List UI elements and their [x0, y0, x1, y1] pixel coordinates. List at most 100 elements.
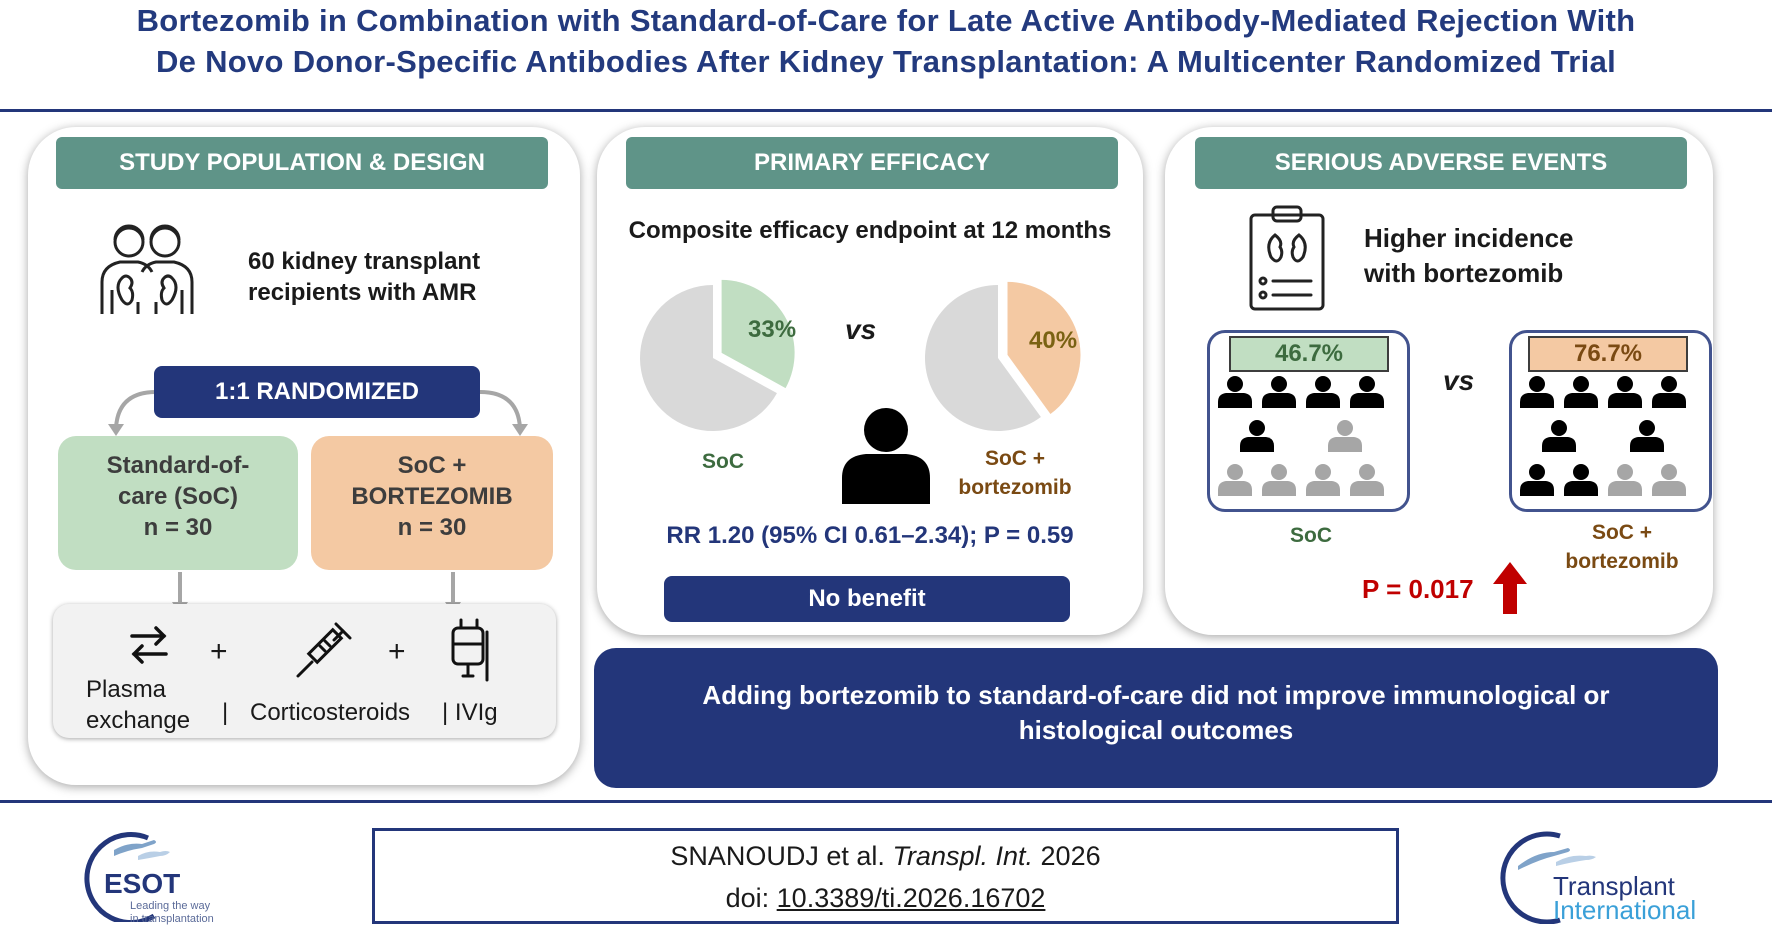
btz-sae-caption-line-1: SoC +	[1591, 521, 1653, 544]
btz-pie-slice-rest	[925, 285, 1041, 431]
soc-sae-caption: SoC	[1290, 524, 1332, 547]
citation-year: 2026	[1040, 841, 1101, 871]
person-icon	[1520, 376, 1554, 408]
citation-box: SNANOUDJ et al. Transpl. Int. 2026 doi: …	[372, 828, 1399, 924]
soc-arm-box: Standard-of- care (SoC) n = 30	[58, 436, 298, 570]
design-header: STUDY POPULATION & DESIGN	[56, 137, 548, 189]
incidence-line-1: Higher incidence	[1364, 223, 1574, 253]
population-text: 60 kidney transplant recipients with AMR	[248, 246, 548, 308]
higher-incidence-text: Higher incidence with bortezomib	[1364, 221, 1574, 291]
btz-pie-chart	[925, 281, 1081, 431]
btz-pie-slice-40	[1007, 281, 1081, 414]
btz-sae-badge: 76.7%	[1528, 336, 1688, 372]
safety-vs: vs	[1443, 365, 1475, 396]
population-line-1: 60 kidney transplant	[248, 248, 481, 275]
soc-arm-line-2: care (SoC)	[117, 483, 239, 510]
person-icon	[1652, 464, 1686, 496]
person-icon	[842, 408, 930, 504]
top-divider	[0, 109, 1772, 112]
syringe-icon	[296, 622, 352, 678]
plasma-line-2: exchange	[86, 707, 191, 734]
separator-1: |	[222, 699, 229, 726]
btz-caption-line-1: SoC +	[984, 447, 1046, 470]
title-line-2: De Novo Donor-Specific Antibodies After …	[155, 44, 1617, 79]
person-icon	[1608, 376, 1642, 408]
patients-kidney-icon	[100, 224, 194, 314]
person-icon	[1630, 420, 1664, 452]
citation-journal: Transpl. Int.	[892, 841, 1034, 871]
population-line-2: recipients with AMR	[248, 279, 477, 306]
person-icon	[1218, 376, 1252, 408]
corticosteroids-label: Corticosteroids	[250, 699, 411, 726]
soc-pie-slice-33	[721, 279, 795, 389]
ti-line-2: International	[1553, 895, 1697, 925]
soc-pie-label: 33%	[748, 316, 797, 343]
person-icon	[1520, 464, 1554, 496]
btz-arm-line-2: BORTEZOMIB	[351, 483, 513, 510]
citation-line: SNANOUDJ et al. Transpl. Int. 2026	[375, 835, 1396, 877]
incidence-line-2: with bortezomib	[1364, 258, 1564, 288]
up-arrow-icon	[1493, 562, 1527, 614]
sae-p-value: P = 0.017	[1362, 574, 1474, 604]
plus-2: +	[388, 635, 406, 668]
efficacy-header: PRIMARY EFFICACY	[626, 137, 1118, 189]
person-icon	[1240, 420, 1274, 452]
transplant-international-logo-icon	[1500, 831, 1596, 924]
btz-sae-caption: SoC + bortezomib	[1547, 518, 1697, 576]
person-icon	[1328, 420, 1362, 452]
clipboard-kidney-icon	[1249, 205, 1325, 311]
rr-result: RR 1.20 (95% CI 0.61–2.34); P = 0.59	[666, 522, 1074, 549]
esot-logo-icon	[84, 832, 170, 922]
ti-name: Transplant International	[1553, 871, 1697, 925]
btz-caption-line-2: bortezomib	[958, 476, 1072, 499]
person-icon	[1262, 464, 1296, 496]
person-icon	[1608, 464, 1642, 496]
esot-tagline: Leading the way in transplantation	[130, 900, 214, 926]
esot-tag-line-2: in transplantation	[130, 913, 214, 925]
btz-pie-caption: SoC + bortezomib	[945, 444, 1085, 502]
bortezomib-arm-box: SoC + BORTEZOMIB n = 30	[311, 436, 553, 570]
page-title: Bortezomib in Combination with Standard-…	[0, 0, 1772, 82]
esot-name: ESOT	[104, 868, 181, 899]
person-icon	[1564, 464, 1598, 496]
ivig-label: | IVIg	[442, 699, 498, 726]
doi-link[interactable]: 10.3389/ti.2026.16702	[776, 883, 1046, 913]
endpoint-label: Composite efficacy endpoint at 12 months	[628, 217, 1112, 244]
person-icon	[1542, 420, 1576, 452]
ti-line-1: Transplant	[1553, 871, 1675, 901]
bottom-line-2: histological outcomes	[1018, 715, 1294, 745]
btz-arm-n: n = 30	[397, 514, 467, 541]
btz-arm-line-1: SoC +	[397, 452, 467, 479]
btz-people-grid	[1520, 376, 1686, 496]
person-icon	[1350, 464, 1384, 496]
soc-pie-slice-rest	[640, 285, 777, 431]
plus-1: +	[210, 635, 228, 668]
randomized-label: 1:1 RANDOMIZED	[154, 366, 480, 418]
btz-pie-label: 40%	[1029, 327, 1078, 354]
title-line-1: Bortezomib in Combination with Standard-…	[136, 3, 1636, 38]
soc-arm-n: n = 30	[143, 514, 213, 541]
randomization-arrows	[108, 390, 528, 436]
soc-pie-chart	[640, 279, 795, 431]
doi-line: doi: 10.3389/ti.2026.16702	[375, 877, 1396, 919]
person-icon	[1564, 376, 1598, 408]
efficacy-vs: vs	[845, 314, 877, 345]
bottom-line-1: Adding bortezomib to standard-of-care di…	[702, 680, 1610, 710]
person-icon	[1262, 376, 1296, 408]
bottom-line-banner: Adding bortezomib to standard-of-care di…	[594, 648, 1718, 788]
citation-authors: SNANOUDJ et al.	[670, 841, 885, 871]
iv-bag-icon	[451, 618, 489, 682]
plasma-exchange-label: Plasma exchange	[86, 674, 190, 736]
safety-header: SERIOUS ADVERSE EVENTS	[1195, 137, 1687, 189]
plasma-line-1: Plasma	[86, 676, 167, 703]
person-icon	[1306, 376, 1340, 408]
btz-sae-caption-line-2: bortezomib	[1565, 550, 1679, 573]
soc-sae-badge: 46.7%	[1229, 336, 1389, 372]
person-icon	[1350, 376, 1384, 408]
person-icon	[1218, 464, 1252, 496]
person-icon	[1306, 464, 1340, 496]
soc-pie-caption: SoC	[702, 450, 744, 473]
soc-people-grid	[1218, 376, 1384, 496]
no-benefit-banner: No benefit	[664, 576, 1070, 622]
person-icon	[1652, 376, 1686, 408]
